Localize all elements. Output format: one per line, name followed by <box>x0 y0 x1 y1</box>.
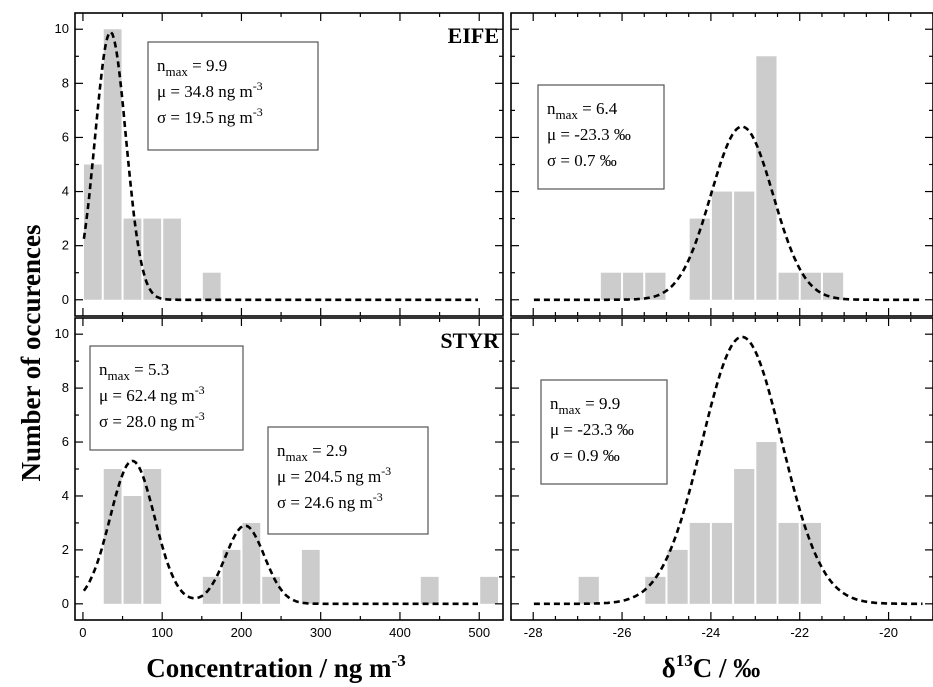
histogram-bar <box>301 549 320 604</box>
x-axis-title-delta13c: δ13C / ‰ <box>662 651 761 683</box>
y-tick-label: 10 <box>55 326 69 341</box>
x-tick-label: 0 <box>79 625 86 640</box>
histogram-bar <box>711 522 733 604</box>
fit-parameter-line: μ = -23.3 ‰ <box>550 420 634 439</box>
histogram-bar <box>778 522 799 604</box>
histogram-bar <box>734 469 755 604</box>
gaussian-fit-curve <box>82 30 478 302</box>
histogram-bar <box>778 272 799 300</box>
y-axis-title: Number of occurences <box>16 225 46 482</box>
x-tick-label: -28 <box>524 625 543 640</box>
histogram-bar <box>800 522 821 604</box>
y-tick-label: 4 <box>62 488 69 503</box>
histogram-bar <box>734 191 755 300</box>
histogram-bar <box>163 218 181 300</box>
annotation-box-frame <box>89 345 244 451</box>
histogram-bar <box>222 549 241 604</box>
fit-parameter-line: σ = 24.6 ng m-3 <box>277 490 383 512</box>
fit-parameter-line: nmax = 2.9 <box>277 441 347 464</box>
histogram-bar <box>667 549 688 604</box>
y-tick-label: 2 <box>62 542 69 557</box>
histogram-bar <box>600 272 622 300</box>
panel-eife_d13c: nmax = 6.4 μ = -23.3 ‰ σ = 0.7 ‰ <box>510 12 933 317</box>
fit-parameter-line: nmax = 9.9 <box>550 394 620 417</box>
x-tick-label: 400 <box>389 625 411 640</box>
histogram-bar <box>123 495 142 604</box>
histogram-bar <box>202 576 221 604</box>
fit-parameter-box: nmax = 6.4 μ = -23.3 ‰ σ = 0.7 ‰ <box>537 84 665 190</box>
annotation-box-frame <box>537 84 665 190</box>
histogram-bar <box>262 576 281 604</box>
histogram-bar <box>822 272 844 300</box>
histogram-bar <box>242 522 261 604</box>
panel-label: EIFE <box>448 23 499 48</box>
x-tick-label: -22 <box>790 625 809 640</box>
annotation-box-frame <box>147 41 319 151</box>
annotation-box-frame <box>267 426 429 535</box>
gaussian-fit-curve <box>533 335 923 606</box>
histogram-bar <box>143 469 162 604</box>
x-tick-label: -26 <box>613 625 632 640</box>
x-tick-label: -24 <box>701 625 720 640</box>
fit-parameter-line: σ = 0.7 ‰ <box>547 151 617 170</box>
histogram-bar <box>711 191 733 300</box>
x-axis-title-concentration: Concentration / ng m-3 <box>146 651 405 683</box>
y-tick-label: 4 <box>62 184 69 199</box>
y-tick-label: 0 <box>62 292 69 307</box>
annotation-box-frame <box>540 379 668 485</box>
fit-parameter-box: nmax = 9.9 μ = -23.3 ‰ σ = 0.9 ‰ <box>540 379 668 485</box>
histogram-bar <box>645 272 666 300</box>
fit-parameter-line: σ = 28.0 ng m-3 <box>99 409 205 431</box>
gaussian-fit-curve <box>82 459 478 606</box>
y-tick-label: 8 <box>62 380 69 395</box>
histogram-bar <box>103 469 122 604</box>
histogram-bar <box>103 29 122 300</box>
histogram-bar <box>143 218 162 300</box>
gaussian-fit-curve <box>533 125 923 302</box>
histogram-bar <box>202 272 221 300</box>
histogram-bar <box>480 576 499 604</box>
fit-parameter-line: σ = 19.5 ng m-3 <box>157 105 263 127</box>
histogram-bar <box>623 272 644 300</box>
fit-parameter-line: nmax = 6.4 <box>547 99 618 122</box>
histogram-bar <box>689 218 710 300</box>
fit-parameter-line: nmax = 9.9 <box>157 56 227 79</box>
y-tick-label: 6 <box>62 129 69 144</box>
fit-parameter-box: nmax = 2.9μ = 204.5 ng m-3 σ = 24.6 ng m-… <box>267 426 429 535</box>
fit-parameter-box: nmax = 9.9μ = 34.8 ng m-3 σ = 19.5 ng m-3 <box>147 41 319 151</box>
histogram-bar <box>123 218 142 300</box>
y-tick-label: 8 <box>62 75 69 90</box>
y-tick-label: 6 <box>62 434 69 449</box>
panel-label: STYR <box>440 328 500 353</box>
histogram-bar <box>420 576 439 604</box>
histogram-bar <box>83 164 102 300</box>
fit-parameter-line: μ = 62.4 ng m-3 <box>99 383 205 405</box>
panel-styr_d13c: -28 -26 -24 -22 -20 nmax = 9.9 μ = -23.3 ‰ σ = … <box>510 317 933 640</box>
histogram-bar <box>689 522 710 604</box>
x-tick-label: 100 <box>151 625 173 640</box>
histogram-bar <box>645 576 666 604</box>
y-tick-label: 0 <box>62 596 69 611</box>
fit-parameter-line: nmax = 5.3 <box>99 360 169 383</box>
fit-parameter-line: μ = -23.3 ‰ <box>547 125 631 144</box>
x-tick-label: 200 <box>231 625 253 640</box>
x-tick-label: -20 <box>879 625 898 640</box>
fit-parameter-line: μ = 34.8 ng m-3 <box>157 79 263 101</box>
histogram-bar <box>578 576 599 604</box>
y-tick-label: 2 <box>62 238 69 253</box>
fit-parameter-line: σ = 0.9 ‰ <box>550 446 620 465</box>
x-tick-label: 300 <box>310 625 332 640</box>
y-tick-label: 10 <box>55 21 69 36</box>
histogram-bar <box>756 56 777 300</box>
fit-parameter-line: μ = 204.5 ng m-3 <box>277 464 391 486</box>
fit-parameter-box: nmax = 5.3μ = 62.4 ng m-3 σ = 28.0 ng m-3 <box>89 345 244 451</box>
histogram-bar <box>756 442 777 604</box>
x-tick-label: 500 <box>468 625 490 640</box>
panel-eife_conc: 0 2 4 6 8 10 EIFE nmax = 9.9μ = 34.8 ng m-3 σ = … <box>55 12 504 317</box>
